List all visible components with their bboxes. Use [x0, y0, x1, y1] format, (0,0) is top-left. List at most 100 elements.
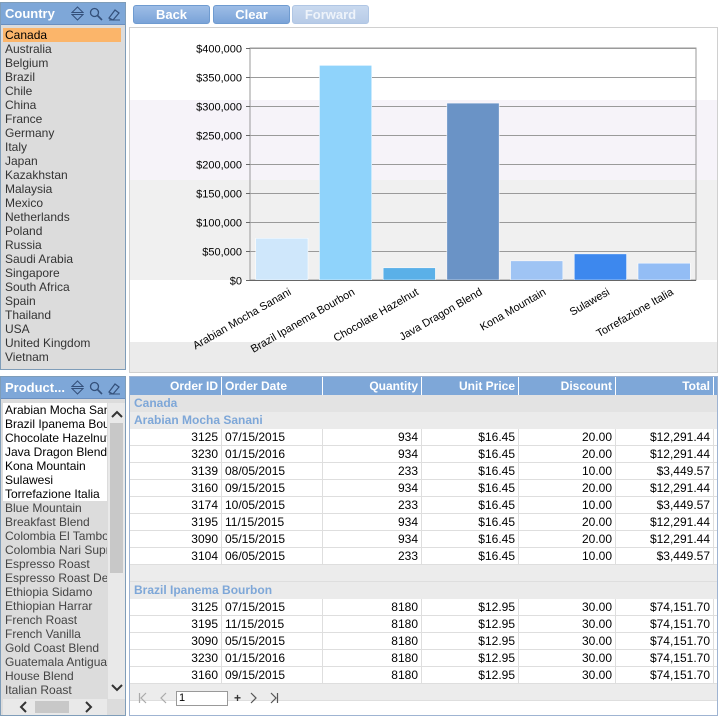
product-item[interactable]: Gold Coast Blend	[5, 641, 100, 655]
cell-total: $74,151.70	[616, 616, 714, 632]
country-item[interactable]: Poland	[5, 224, 43, 238]
product-item[interactable]: Brazil Ipanema Bourbon	[3, 417, 107, 431]
country-item[interactable]: Vietnam	[5, 350, 49, 364]
product-item[interactable]: Kona Mountain	[3, 459, 107, 473]
cell-order-id: 3125	[130, 429, 222, 445]
country-item[interactable]: USA	[5, 322, 30, 336]
product-item[interactable]: Espresso Roast Decaf	[5, 571, 107, 585]
country-item[interactable]: Australia	[5, 42, 52, 56]
table-row[interactable]: 3104 06/05/2015 233 $16.45 10.00 $3,449.57	[130, 548, 717, 565]
search-icon[interactable]	[88, 380, 103, 395]
product-item[interactable]: Blue Mountain	[5, 501, 82, 515]
scrollbar-thumb[interactable]	[110, 423, 123, 573]
country-item[interactable]: Mexico	[5, 196, 44, 210]
product-item[interactable]: Italian Roast	[5, 683, 72, 697]
country-item[interactable]: Netherlands	[5, 210, 70, 224]
table-row[interactable]: 3160 09/15/2015 934 $16.45 20.00 $12,291.44	[130, 480, 717, 497]
column-header-order-date[interactable]: Order Date	[222, 377, 323, 395]
table-row[interactable]: 3125 07/15/2015 8180 $12.95 30.00 $74,151.70	[130, 599, 717, 616]
product-item[interactable]: Breakfast Blend	[5, 515, 90, 529]
table-row[interactable]: 3230 01/15/2016 8180 $12.95 30.00 $74,151.70	[130, 650, 717, 667]
sales-bar-chart: $0 $50,000 $100,000 $150,000 $200,000 $250,00…	[129, 27, 718, 373]
add-page-button[interactable]: +	[234, 691, 242, 705]
scrollbar-thumb[interactable]	[35, 701, 69, 713]
product-item[interactable]: Arabian Mocha Sanani	[3, 403, 107, 417]
sort-icon[interactable]	[70, 6, 85, 21]
previous-page-icon[interactable]	[156, 691, 170, 705]
column-header-total[interactable]: Total	[616, 377, 714, 395]
country-item[interactable]: Brazil	[5, 70, 36, 84]
cell-quantity: 8180	[323, 633, 422, 649]
column-header-quantity[interactable]: Quantity	[323, 377, 422, 395]
country-item[interactable]: Russia	[5, 238, 42, 252]
product-item[interactable]: Sulawesi	[3, 473, 107, 487]
chevron-left-icon[interactable]	[15, 699, 31, 715]
country-item[interactable]: France	[5, 112, 43, 126]
country-item[interactable]: Thailand	[5, 308, 52, 322]
country-item[interactable]: Belgium	[5, 56, 49, 70]
product-item[interactable]: Chocolate Hazelnut	[3, 431, 107, 445]
table-row[interactable]: 3139 08/05/2015 233 $16.45 10.00 $3,449.57	[130, 463, 717, 480]
group-footer	[130, 684, 717, 701]
first-page-icon[interactable]	[136, 691, 150, 705]
bar	[446, 102, 500, 281]
chevron-right-icon[interactable]	[81, 699, 97, 715]
cell-total: $12,291.44	[616, 514, 714, 530]
chevron-down-icon[interactable]	[108, 679, 125, 697]
cell-quantity: 8180	[323, 616, 422, 632]
product-item[interactable]: French Vanilla	[5, 627, 81, 641]
country-item[interactable]: Singapore	[5, 266, 60, 280]
country-item[interactable]: Italy	[5, 140, 28, 154]
product-item[interactable]: French Roast	[5, 613, 78, 627]
country-item[interactable]: Spain	[5, 294, 36, 308]
country-item[interactable]: Chile	[5, 84, 33, 98]
back-button[interactable]: Back	[133, 5, 210, 24]
table-row[interactable]: 3125 07/15/2015 934 $16.45 20.00 $12,291.44	[130, 429, 717, 446]
column-header-unit-price[interactable]: Unit Price	[422, 377, 519, 395]
product-list-vertical-scrollbar[interactable]	[108, 403, 125, 699]
cell-unit-price: $12.95	[422, 599, 519, 615]
sort-icon[interactable]	[70, 380, 85, 395]
table-row[interactable]: 3195 11/15/2015 934 $16.45 20.00 $12,291.44	[130, 514, 717, 531]
clear-filter-icon[interactable]	[106, 380, 121, 395]
table-row[interactable]: 3090 05/15/2015 934 $16.45 20.00 $12,291.44	[130, 531, 717, 548]
page-number-input[interactable]	[176, 690, 228, 706]
bar	[382, 267, 436, 281]
search-icon[interactable]	[88, 6, 103, 21]
cell-unit-price: $16.45	[422, 548, 519, 564]
chevron-up-icon[interactable]	[108, 405, 125, 423]
product-list-horizontal-scrollbar[interactable]	[3, 699, 107, 715]
table-row[interactable]: 3160 09/15/2015 8180 $12.95 30.00 $74,151.70	[130, 667, 717, 684]
product-item[interactable]: Torrefazione Italia	[3, 487, 107, 501]
clear-button[interactable]: Clear	[213, 5, 290, 24]
product-item[interactable]: Ethiopia Sidamo	[5, 585, 93, 599]
country-item[interactable]: Malaysia	[5, 182, 53, 196]
product-item[interactable]: Espresso Roast	[5, 557, 90, 571]
table-row[interactable]: 3174 10/05/2015 233 $16.45 10.00 $3,449.57	[130, 497, 717, 514]
product-item[interactable]: Guatemala Antigua	[5, 655, 107, 669]
next-page-icon[interactable]	[247, 691, 261, 705]
country-item[interactable]: Saudi Arabia	[5, 252, 74, 266]
table-pager: +	[130, 687, 717, 709]
country-item[interactable]: United Kingdom	[5, 336, 91, 350]
country-item[interactable]: Kazakhstan	[5, 168, 68, 182]
last-page-icon[interactable]	[267, 691, 281, 705]
table-row[interactable]: 3195 11/15/2015 8180 $12.95 30.00 $74,151.70	[130, 616, 717, 633]
product-item[interactable]: Colombia El Tambo	[5, 529, 107, 543]
country-item[interactable]: China	[5, 98, 37, 112]
product-item[interactable]: Java Dragon Blend	[3, 445, 107, 459]
country-item[interactable]: Canada	[3, 28, 121, 42]
column-header-order-id[interactable]: Order ID	[130, 377, 222, 395]
table-row[interactable]: 3090 05/15/2015 8180 $12.95 30.00 $74,151.70	[130, 633, 717, 650]
column-header-discount[interactable]: Discount	[519, 377, 616, 395]
product-item[interactable]: House Blend	[5, 669, 74, 683]
product-item[interactable]: Colombia Nari Supremo	[5, 543, 107, 557]
country-item[interactable]: Japan	[5, 154, 38, 168]
country-item[interactable]: South Africa	[5, 280, 70, 294]
group-header-product: Brazil Ipanema Bourbon	[130, 582, 717, 599]
country-item[interactable]: Germany	[5, 126, 55, 140]
product-item[interactable]: Ethiopian Harrar	[5, 599, 93, 613]
table-row[interactable]: 3230 01/15/2016 934 $16.45 20.00 $12,291.44	[130, 446, 717, 463]
clear-filter-icon[interactable]	[106, 6, 121, 21]
